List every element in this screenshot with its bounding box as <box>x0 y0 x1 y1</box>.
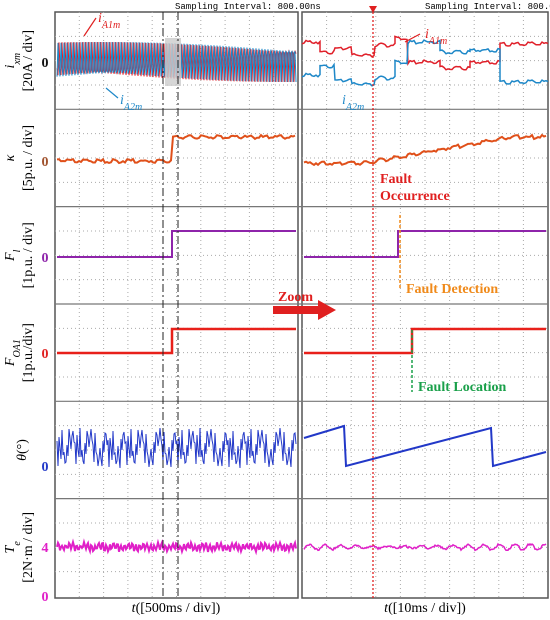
label-part: 0 <box>42 347 49 362</box>
transient <box>165 38 181 86</box>
arrow <box>404 33 421 43</box>
fault-marker <box>369 6 377 13</box>
label-part: e <box>12 541 23 546</box>
arrow <box>83 17 97 37</box>
label-part: OA1 <box>12 339 23 357</box>
label-part: T <box>3 544 18 553</box>
label-part: xm <box>12 53 23 66</box>
label-part: 0 <box>42 56 49 71</box>
y-axis-symbol: FOA1 <box>3 339 23 367</box>
waveform <box>57 327 296 355</box>
x-axis-label: t([500ms / div]) <box>132 601 221 616</box>
y-axis-symbol: κ <box>3 154 18 161</box>
annotation: iA1m <box>425 27 447 47</box>
label-part: t <box>384 601 389 616</box>
waveform <box>301 35 549 71</box>
waveform <box>303 133 547 167</box>
y-axis-unit: [1p.u. / div] <box>21 222 36 288</box>
annotation: Occurrence <box>380 189 450 204</box>
zero-marker: 0 <box>42 347 49 362</box>
left-panel <box>54 11 299 599</box>
x-axis-label: t([10ms / div]) <box>384 601 466 616</box>
grid <box>55 12 548 598</box>
label-part: Sampling Interval: 800.00ns <box>175 2 321 12</box>
label-part: F <box>3 252 18 262</box>
label-part: F <box>3 357 18 367</box>
waveforms <box>56 6 549 598</box>
label-part: Fault Location <box>418 380 506 395</box>
annotation: Fault Detection <box>406 282 498 297</box>
annotation: Zoom <box>278 290 313 305</box>
label-part: 0 <box>42 155 49 170</box>
label-part: Fault <box>380 172 412 187</box>
zero-marker: 4 <box>42 541 49 556</box>
label-part: Occurrence <box>380 189 450 204</box>
label-part: t <box>132 601 137 616</box>
waveform <box>301 39 549 87</box>
annotation: iA2m <box>120 93 142 113</box>
y-axis-unit: [20A / div] <box>21 30 36 91</box>
label-part: κ <box>3 154 18 161</box>
zero-marker: 0 <box>42 56 49 71</box>
zero-marker: 0 <box>42 251 49 266</box>
label-part: [5p.u. / div] <box>21 125 36 191</box>
label-part: i <box>3 64 18 68</box>
waveform <box>304 230 546 258</box>
labels: Sampling Interval: 800.00ns Sampling Inte… <box>3 2 550 616</box>
label-part: i <box>342 93 346 108</box>
label-part: A2m <box>123 102 142 113</box>
torque <box>56 538 297 556</box>
arrow <box>105 87 119 99</box>
label-part: Fault Detection <box>406 282 498 297</box>
zero-marker: 0 <box>42 590 49 605</box>
label-part: ([500ms / div]) <box>136 601 221 616</box>
label-part: 0 <box>42 460 49 475</box>
angle <box>303 424 547 468</box>
waveform <box>57 230 296 258</box>
label-part: Zoom <box>278 290 313 305</box>
label-part: 0 <box>42 590 49 605</box>
y-axis-unit: [1p.u./div] <box>21 323 36 382</box>
sampling-interval: Sampling Interval: 800.00ns <box>175 2 321 12</box>
label-part: [1p.u. / div] <box>21 222 36 288</box>
y-axis-unit: [2N·m / div] <box>21 512 36 583</box>
label-part: Sampling Interval: 800.00ns <box>425 2 550 12</box>
annotation: Fault <box>380 172 412 187</box>
label-part: i <box>98 11 102 26</box>
label-part: i <box>425 27 429 42</box>
zero-marker: 0 <box>42 155 49 170</box>
label-part: 0 <box>42 251 49 266</box>
label-part: ([10ms / div]) <box>388 601 466 616</box>
label-part: [2N·m / div] <box>21 512 36 583</box>
y-axis-unit: [5p.u. / div] <box>21 125 36 191</box>
label-part: A2m <box>345 102 364 113</box>
y-axis-symbol: ixm <box>3 53 23 69</box>
label-part: 4 <box>42 541 49 556</box>
waveform <box>56 133 296 165</box>
y-axis-label: θ(°) <box>15 439 30 461</box>
sampling-interval: Sampling Interval: 800.00ns <box>425 2 550 12</box>
label-part: l <box>12 249 23 252</box>
right-panel <box>301 11 549 599</box>
annotation: Fault Location <box>418 380 506 395</box>
zoom-arrow <box>273 300 336 320</box>
label-part: (°) <box>15 439 30 454</box>
annotation: iA1m <box>98 11 120 31</box>
zero-marker: 0 <box>42 460 49 475</box>
label-part: A1m <box>101 20 120 31</box>
y-axis-symbol: Te <box>3 541 23 554</box>
annotation: iA2m <box>342 93 364 113</box>
label-part: [1p.u./div] <box>21 323 36 382</box>
label-part: [20A / div] <box>21 30 36 91</box>
label-part: θ <box>15 454 30 461</box>
label-part: i <box>120 93 124 108</box>
torque <box>303 542 547 552</box>
y-axis-symbol: Fl <box>3 249 23 262</box>
label-part: A1m <box>428 36 447 47</box>
angle <box>56 427 297 469</box>
